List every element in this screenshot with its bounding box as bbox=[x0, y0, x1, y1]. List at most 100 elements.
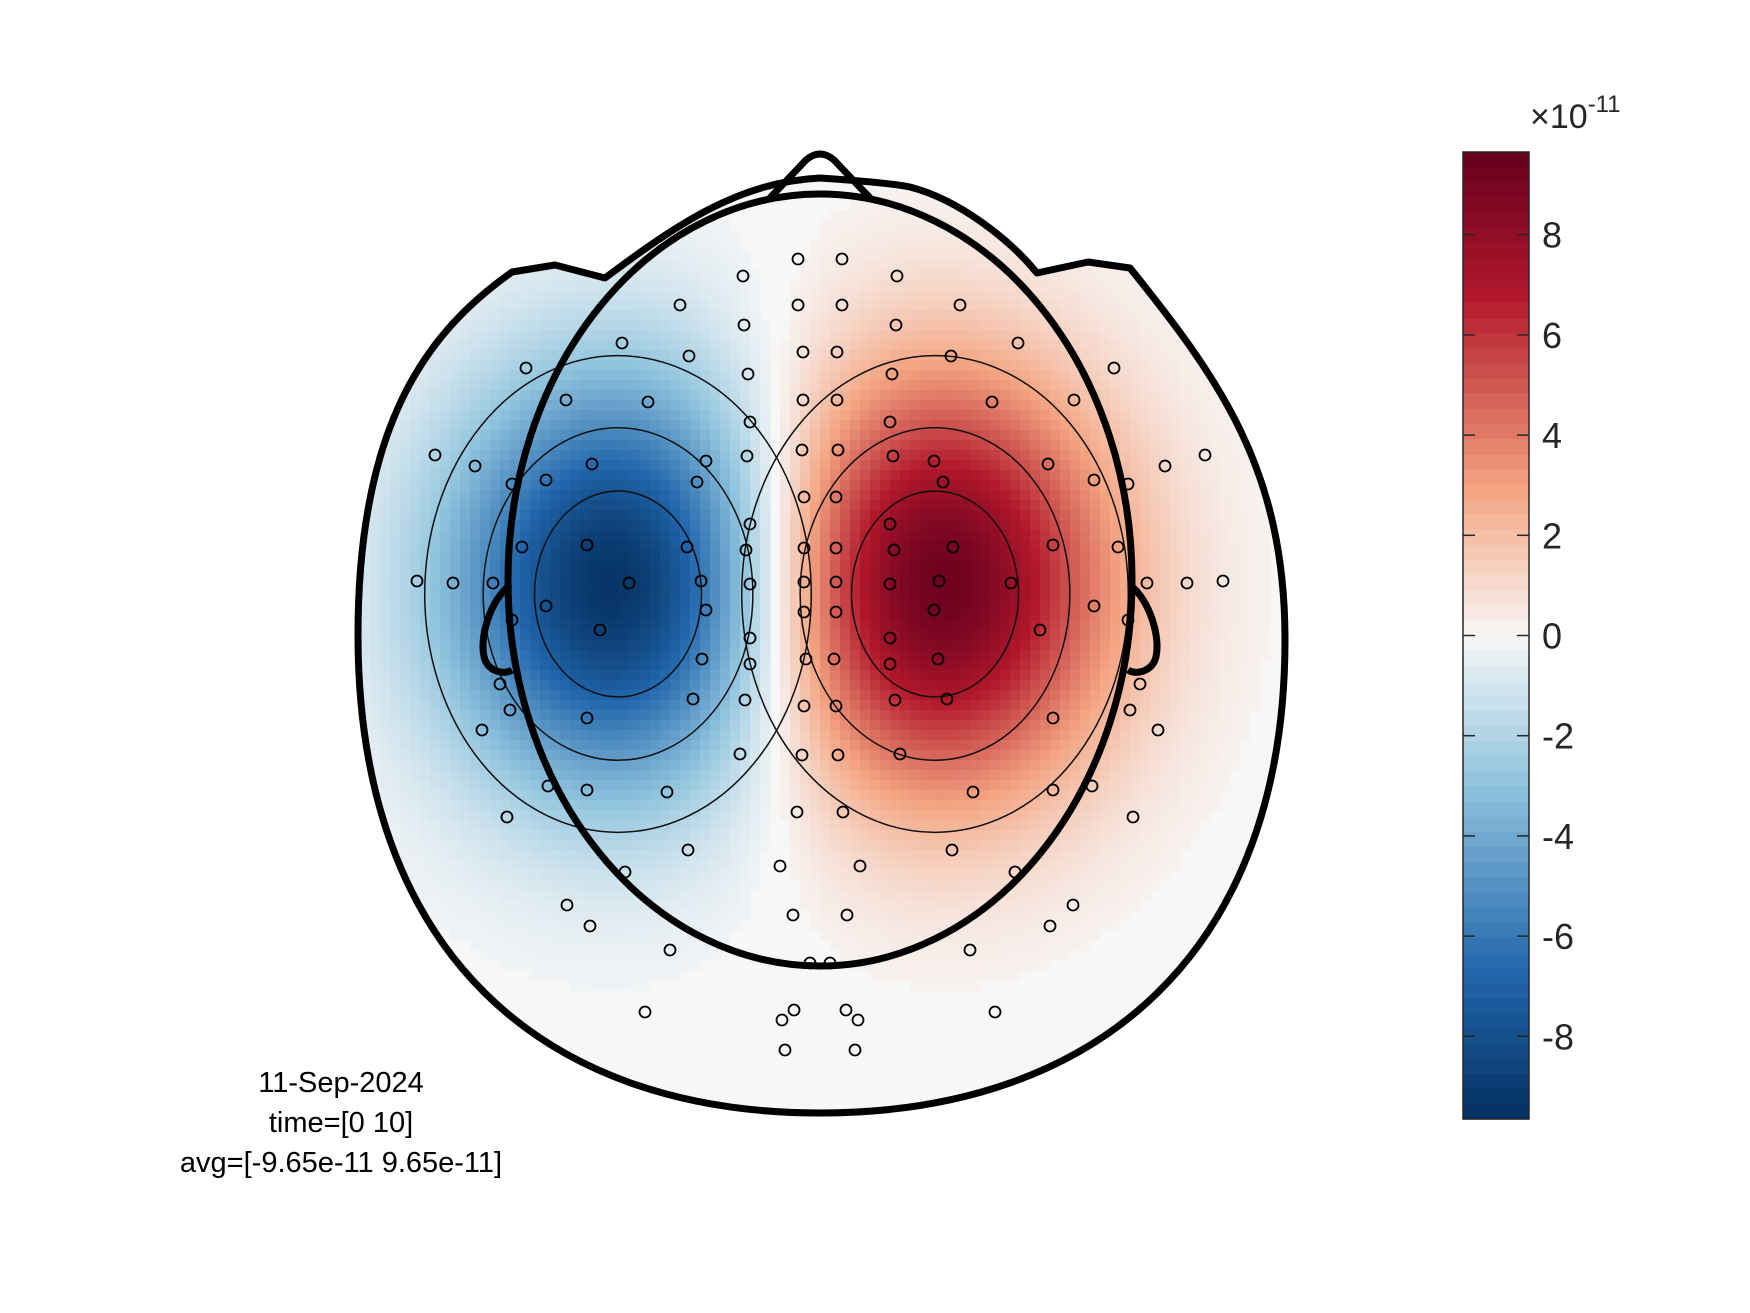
heat-cell bbox=[490, 500, 501, 511]
heat-cell bbox=[990, 460, 1001, 471]
heat-cell bbox=[580, 350, 591, 361]
heat-cell bbox=[358, 510, 361, 521]
heat-cell bbox=[580, 480, 591, 491]
heat-cell bbox=[600, 430, 611, 441]
heat-cell bbox=[740, 590, 751, 601]
heat-cell bbox=[680, 500, 691, 511]
heat-cell bbox=[890, 300, 901, 311]
heat-cell bbox=[760, 760, 771, 771]
heat-cell bbox=[520, 220, 531, 231]
heat-cell bbox=[570, 630, 581, 641]
heat-cell bbox=[1200, 760, 1211, 771]
heat-cell bbox=[620, 400, 631, 411]
heat-cell bbox=[860, 240, 871, 251]
heat-cell bbox=[920, 200, 931, 211]
heat-cell bbox=[1110, 550, 1121, 561]
heat-cell bbox=[1130, 500, 1141, 511]
heat-cell bbox=[460, 220, 471, 231]
heat-cell bbox=[390, 740, 401, 751]
heat-cell bbox=[560, 240, 571, 251]
heat-cell bbox=[950, 520, 961, 531]
heat-cell bbox=[900, 720, 911, 731]
heat-cell bbox=[850, 460, 861, 471]
heat-cell bbox=[400, 300, 411, 311]
heat-cell bbox=[570, 540, 581, 551]
heat-cell bbox=[900, 740, 911, 751]
heat-cell bbox=[810, 390, 821, 401]
heat-cell bbox=[630, 700, 641, 711]
heat-cell bbox=[540, 610, 551, 621]
heat-cell bbox=[1150, 600, 1161, 611]
heat-cell bbox=[690, 280, 701, 291]
heat-cell bbox=[420, 370, 431, 381]
heat-cell bbox=[630, 590, 641, 601]
heat-cell bbox=[810, 430, 821, 441]
heat-cell bbox=[1240, 640, 1251, 651]
heat-cell bbox=[970, 250, 981, 261]
heat-cell bbox=[620, 500, 631, 511]
heat-cell bbox=[400, 630, 411, 641]
heat-cell bbox=[1170, 390, 1181, 401]
heat-cell bbox=[1080, 450, 1091, 461]
heat-cell bbox=[980, 500, 991, 511]
heat-cell bbox=[540, 540, 551, 551]
heat-cell bbox=[520, 270, 531, 281]
heat-cell bbox=[1190, 560, 1201, 571]
heat-cell bbox=[1240, 650, 1251, 661]
heat-cell bbox=[820, 500, 831, 511]
heat-cell bbox=[580, 560, 591, 571]
heat-cell bbox=[1100, 690, 1111, 701]
heat-cell bbox=[360, 470, 371, 481]
heat-cell bbox=[730, 320, 741, 331]
heat-cell bbox=[810, 330, 821, 341]
heat-cell bbox=[1150, 560, 1161, 571]
heat-cell bbox=[910, 200, 921, 211]
heat-cell bbox=[530, 330, 541, 341]
heat-cell bbox=[930, 660, 941, 671]
heat-cell bbox=[1120, 520, 1131, 531]
heat-cell bbox=[610, 320, 621, 331]
heat-cell bbox=[680, 710, 691, 721]
heat-cell bbox=[640, 220, 651, 231]
heat-cell bbox=[710, 460, 721, 471]
heat-cell bbox=[1090, 610, 1101, 621]
heat-cell bbox=[1070, 240, 1081, 251]
heat-cell bbox=[600, 740, 611, 751]
heat-cell bbox=[380, 310, 391, 321]
heat-cell bbox=[1150, 480, 1161, 491]
heat-cell bbox=[790, 280, 801, 291]
heat-cell bbox=[570, 760, 581, 771]
heat-cell bbox=[1030, 580, 1041, 591]
heat-cell bbox=[580, 500, 591, 511]
heat-cell bbox=[1130, 360, 1141, 371]
heat-cell bbox=[700, 420, 711, 431]
heat-cell bbox=[880, 410, 891, 421]
heat-cell bbox=[890, 650, 901, 661]
heat-cell bbox=[1030, 490, 1041, 501]
heat-cell bbox=[358, 380, 361, 391]
heat-cell bbox=[1020, 420, 1031, 431]
heat-cell bbox=[940, 690, 951, 701]
heat-cell bbox=[1040, 450, 1051, 461]
heat-cell bbox=[730, 740, 741, 751]
heat-cell bbox=[950, 650, 961, 661]
heat-cell bbox=[1040, 230, 1051, 241]
heat-cell bbox=[630, 720, 641, 731]
heat-cell bbox=[790, 730, 801, 741]
heat-cell bbox=[680, 630, 691, 641]
heat-cell bbox=[840, 710, 851, 721]
heat-cell bbox=[610, 470, 621, 481]
heat-cell bbox=[410, 480, 421, 491]
heat-cell bbox=[1140, 370, 1151, 381]
heat-cell bbox=[1200, 420, 1211, 431]
heat-cell bbox=[990, 530, 1001, 541]
heat-cell bbox=[700, 700, 711, 711]
heat-cell bbox=[920, 690, 931, 701]
heat-cell bbox=[660, 580, 671, 591]
heat-cell bbox=[940, 420, 951, 431]
heat-cell bbox=[650, 440, 661, 451]
heat-cell bbox=[550, 530, 561, 541]
heat-cell bbox=[900, 600, 911, 611]
heat-cell bbox=[1030, 450, 1041, 461]
heat-cell bbox=[1180, 690, 1191, 701]
